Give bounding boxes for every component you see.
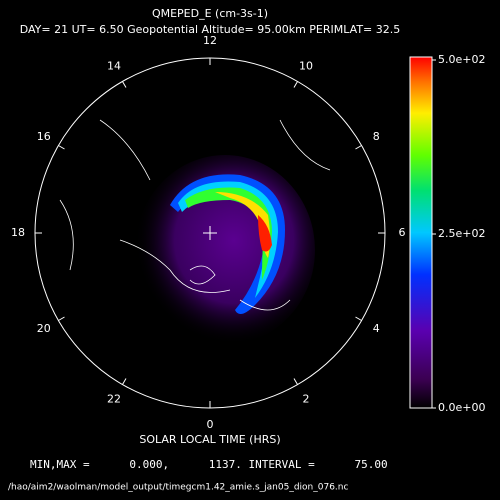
hour-label: 10 (299, 60, 313, 73)
colorbar (409, 56, 433, 409)
hour-label: 0 (207, 418, 214, 431)
hour-label: 12 (203, 34, 217, 47)
hour-tick (122, 81, 127, 88)
colorbar-tick-label: 0.0e+00 (438, 401, 485, 414)
hour-tick (293, 81, 298, 88)
hour-tick (355, 145, 362, 150)
stats: MIN,MAX = 0.000, 1137. INTERVAL = 75.00 (30, 458, 388, 471)
hour-label: 8 (373, 130, 380, 143)
subtitle: DAY= 21 UT= 6.50 Geopotential Altitude= … (20, 23, 401, 36)
hour-label: 4 (373, 322, 380, 335)
title: QMEPED_E (cm-3s-1) (152, 7, 268, 20)
hour-label: 22 (107, 392, 121, 405)
hour-label: 20 (37, 322, 51, 335)
hour-tick (293, 378, 298, 385)
hour-label: 2 (303, 392, 310, 405)
axis-label: SOLAR LOCAL TIME (HRS) (139, 433, 280, 446)
file-path: /hao/aim2/waolman/model_output/timegcm1.… (8, 483, 348, 493)
hour-tick (355, 316, 362, 321)
hour-label: 16 (37, 130, 51, 143)
hour-tick (58, 145, 65, 150)
hour-label: 14 (107, 60, 121, 73)
colorbar-tick-label: 2.5e+02 (438, 227, 485, 240)
hour-tick (122, 378, 127, 385)
hour-label: 18 (11, 226, 25, 239)
field (59, 119, 331, 345)
hour-tick (58, 316, 65, 321)
colorbar-tick-label: 5.0e+02 (438, 53, 485, 66)
pole-marker (203, 226, 217, 240)
hour-label: 6 (399, 226, 406, 239)
